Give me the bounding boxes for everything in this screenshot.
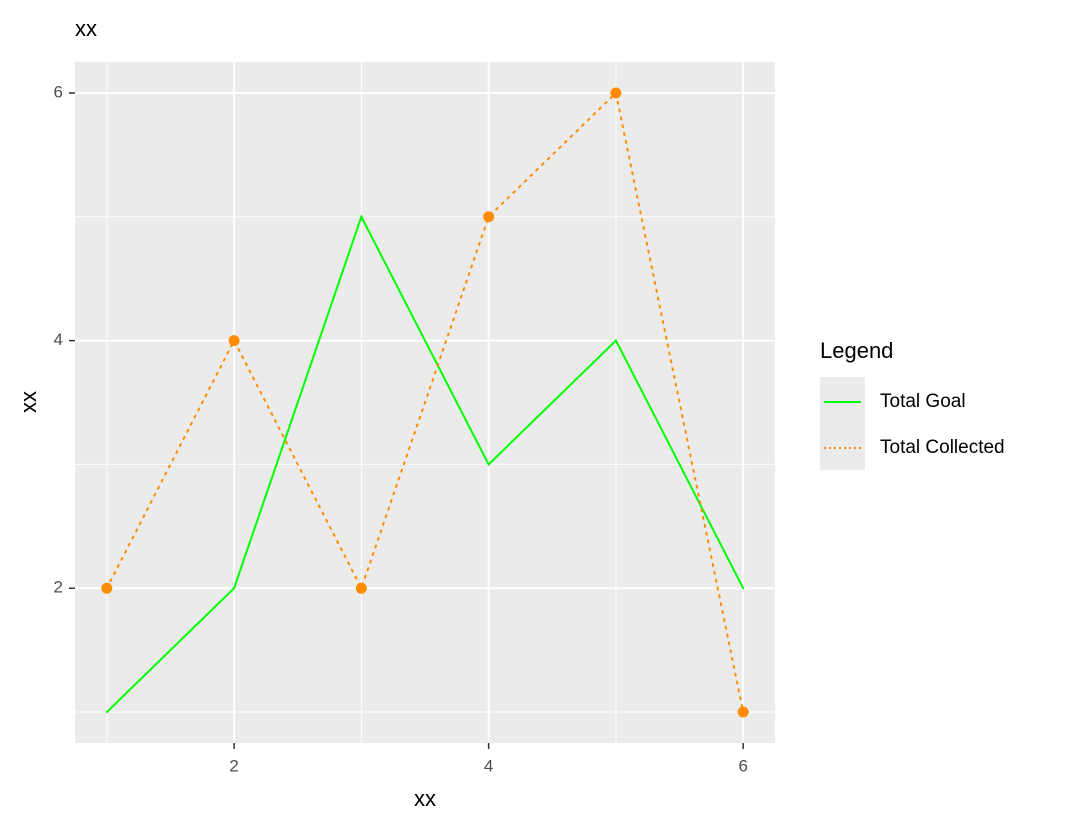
x-tick-label: 4 xyxy=(484,756,493,775)
point xyxy=(101,582,113,594)
legend-keys xyxy=(820,377,865,470)
point xyxy=(737,706,749,718)
y-tick-label: 4 xyxy=(54,330,63,349)
x-axis-label: xx xyxy=(414,786,436,811)
y-axis-label: xx xyxy=(16,391,41,413)
legend-label: Total Collected xyxy=(880,437,1005,458)
chart-title: xx xyxy=(75,16,97,41)
point xyxy=(610,87,622,99)
x-tick-label: 6 xyxy=(738,756,747,775)
x-tick-label: 2 xyxy=(229,756,238,775)
legend-title: Legend xyxy=(820,338,893,363)
y-tick-label: 6 xyxy=(54,82,63,101)
point xyxy=(355,582,367,594)
legend-label: Total Goal xyxy=(880,391,966,412)
point xyxy=(228,335,240,347)
series-line xyxy=(105,214,745,714)
point xyxy=(483,211,495,223)
series-line xyxy=(105,90,745,714)
y-tick-label: 2 xyxy=(54,578,63,597)
